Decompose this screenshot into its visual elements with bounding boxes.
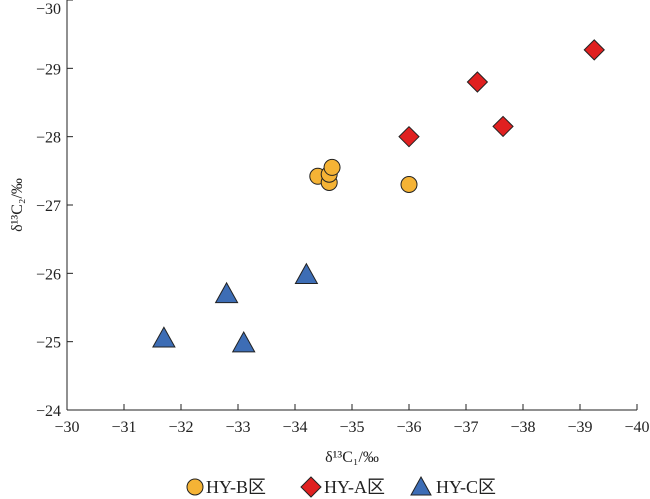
x-tick-label: −31	[111, 419, 136, 436]
data-point-triangle	[294, 262, 319, 284]
x-tick-label: −40	[624, 419, 649, 436]
data-point-triangle	[231, 331, 256, 353]
data-point-circle	[400, 176, 418, 193]
x-tick-label: −37	[453, 419, 478, 436]
legend: HY-B区 HY-A区 HY-C区	[186, 475, 496, 498]
legend-item-hy-b: HY-B区	[186, 477, 266, 497]
y-tick-label: −24	[36, 403, 61, 420]
legend-item-hy-a: HY-A区	[300, 476, 385, 498]
y-tick-label: −29	[36, 61, 61, 78]
legend-circle-marker	[186, 478, 204, 496]
x-tick-label: −32	[168, 419, 193, 436]
data-point-diamond	[398, 125, 420, 148]
data-point-triangle	[214, 281, 239, 304]
data-point-diamond	[492, 115, 514, 138]
legend-item-hy-c: HY-C区	[410, 475, 496, 497]
y-tick-label: −25	[36, 335, 61, 352]
axes	[66, 0, 637, 411]
legend-triangle-marker	[410, 475, 432, 496]
data-points	[152, 39, 605, 353]
tick-group: −30 −31 −32 −33 −34 −35 −36 −37 −38 −39 −40 −24 −25 −…	[36, 0, 650, 436]
y-axis-title: δ¹³C₂/‰	[9, 178, 26, 232]
x-tick-label: −35	[339, 419, 364, 436]
x-axis-title: δ¹³C₁/‰	[325, 449, 379, 466]
legend-label-hy-c: HY-C区	[436, 477, 496, 497]
x-tick-label: −36	[396, 419, 421, 436]
data-point-circle	[323, 158, 341, 176]
x-tick-label: −30	[54, 419, 79, 436]
y-tick-label: −26	[36, 266, 61, 283]
x-tick-label: −33	[225, 419, 250, 436]
legend-diamond-marker	[300, 476, 322, 498]
data-point-diamond	[583, 39, 605, 61]
data-point-diamond	[466, 71, 489, 93]
legend-label-hy-a: HY-A区	[324, 477, 385, 497]
x-tick-label: −34	[282, 419, 307, 436]
legend-label-hy-b: HY-B区	[206, 477, 266, 497]
y-tick-label: −28	[36, 130, 61, 147]
data-point-triangle	[152, 326, 176, 348]
x-tick-label: −38	[510, 419, 535, 436]
y-tick-label: −27	[36, 198, 61, 215]
y-tick-label: −30	[36, 1, 61, 18]
x-tick-label: −39	[567, 419, 592, 436]
